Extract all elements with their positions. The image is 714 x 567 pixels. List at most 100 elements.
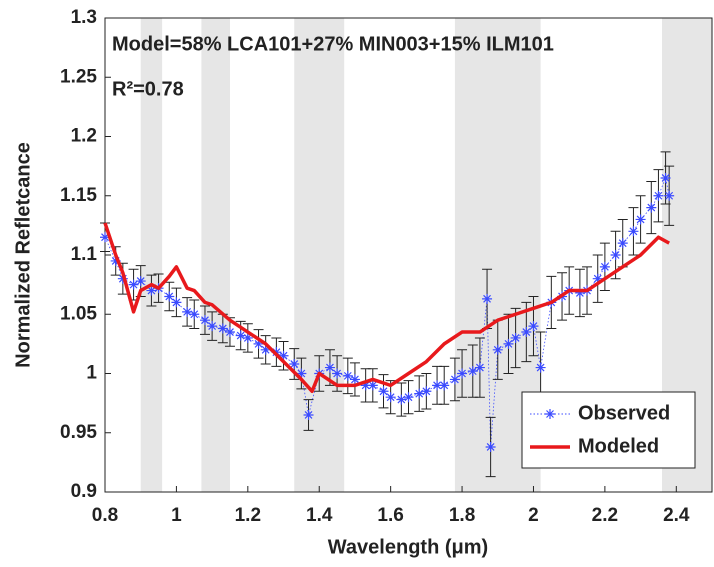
marker-shape bbox=[278, 350, 289, 361]
observed-point bbox=[646, 202, 657, 213]
marker-shape bbox=[385, 392, 396, 403]
observed-point bbox=[482, 293, 493, 304]
marker-shape bbox=[653, 190, 664, 201]
observed-point bbox=[653, 190, 664, 201]
marker-shape bbox=[171, 297, 182, 308]
observed-point bbox=[242, 332, 253, 343]
observed-point bbox=[474, 362, 485, 373]
observed-point bbox=[342, 370, 353, 381]
x-tick-label: 0.8 bbox=[92, 505, 118, 526]
observed-point bbox=[349, 374, 360, 385]
marker-shape bbox=[482, 293, 493, 304]
marker-shape bbox=[378, 386, 389, 397]
marker-shape bbox=[449, 374, 460, 385]
marker-shape bbox=[235, 330, 246, 341]
marker-shape bbox=[474, 362, 485, 373]
y-tick-label: 1 bbox=[86, 363, 97, 384]
marker-shape bbox=[128, 279, 139, 290]
observed-point bbox=[403, 392, 414, 403]
marker-shape bbox=[146, 285, 157, 296]
legend-box bbox=[521, 391, 696, 469]
marker-shape bbox=[610, 250, 621, 260]
marker-shape bbox=[592, 273, 603, 284]
observed-point bbox=[217, 323, 228, 334]
marker-shape bbox=[207, 321, 218, 332]
marker-shape bbox=[535, 362, 546, 373]
marker-shape bbox=[332, 368, 343, 379]
x-tick-label: 2 bbox=[528, 505, 539, 526]
observed-point bbox=[432, 380, 443, 391]
marker-shape bbox=[289, 359, 300, 370]
marker-shape bbox=[360, 380, 371, 391]
marker-shape bbox=[574, 287, 585, 298]
marker-shape bbox=[342, 370, 353, 381]
marker-shape bbox=[503, 338, 514, 349]
observed-point bbox=[128, 279, 139, 290]
marker-shape bbox=[521, 327, 532, 338]
observed-point bbox=[385, 392, 396, 403]
observed-point bbox=[289, 359, 300, 370]
observed-point bbox=[235, 330, 246, 341]
y-tick-label: 1.1 bbox=[71, 244, 98, 265]
observed-point bbox=[457, 368, 468, 379]
marker-shape bbox=[485, 441, 496, 452]
observed-point bbox=[303, 409, 314, 420]
observed-point bbox=[628, 226, 639, 237]
observed-point bbox=[367, 380, 378, 391]
observed-point bbox=[135, 276, 146, 287]
shaded-region bbox=[294, 18, 345, 492]
marker-shape bbox=[414, 388, 425, 399]
marker-shape bbox=[467, 366, 478, 377]
observed-point bbox=[510, 332, 521, 343]
x-tick-label: 2.4 bbox=[663, 505, 690, 526]
marker-shape bbox=[100, 232, 110, 243]
observed-point bbox=[635, 214, 646, 225]
x-tick-label: 1 bbox=[171, 505, 182, 526]
marker-shape bbox=[217, 323, 228, 334]
marker-shape bbox=[628, 226, 639, 237]
marker-shape bbox=[528, 321, 539, 332]
marker-shape bbox=[492, 344, 503, 355]
marker-shape bbox=[457, 368, 468, 379]
marker-shape bbox=[403, 392, 414, 403]
shaded-region bbox=[201, 18, 230, 492]
marker-shape bbox=[349, 374, 360, 385]
y-tick-label: 1.25 bbox=[60, 66, 97, 87]
observed-point bbox=[378, 386, 389, 397]
x-tick-label: 2.2 bbox=[592, 505, 618, 526]
observed-point bbox=[592, 273, 603, 284]
shaded-region bbox=[140, 18, 163, 492]
marker-shape bbox=[260, 344, 271, 355]
observed-point bbox=[253, 338, 264, 349]
marker-shape bbox=[110, 255, 121, 266]
marker-shape bbox=[421, 386, 432, 397]
observed-point bbox=[660, 172, 671, 183]
observed-point bbox=[100, 232, 110, 243]
y-tick-label: 0.9 bbox=[71, 481, 97, 502]
marker-shape bbox=[324, 362, 335, 373]
marker-shape bbox=[242, 332, 253, 343]
marker-shape bbox=[135, 276, 146, 287]
observed-point bbox=[278, 350, 289, 361]
marker-shape bbox=[664, 190, 675, 201]
observed-point bbox=[296, 368, 307, 379]
observed-point bbox=[503, 338, 514, 349]
modeled-line bbox=[103, 222, 670, 394]
observed-point bbox=[171, 297, 182, 308]
observed-point bbox=[207, 321, 218, 332]
marker-shape bbox=[199, 315, 210, 326]
observed-point bbox=[414, 388, 425, 399]
observed-point bbox=[260, 344, 271, 355]
legend-label: Modeled bbox=[578, 435, 659, 457]
x-tick-label: 1.8 bbox=[449, 505, 475, 526]
marker-shape bbox=[599, 261, 610, 272]
observed-point bbox=[574, 287, 585, 298]
observed-point bbox=[521, 327, 532, 338]
y-tick-label: 1.15 bbox=[60, 185, 97, 206]
plot-frame bbox=[104, 17, 713, 493]
x-tick-label: 1.4 bbox=[306, 505, 333, 526]
marker-shape bbox=[253, 338, 264, 349]
marker-shape bbox=[224, 327, 235, 338]
marker-shape bbox=[646, 202, 657, 213]
marker-shape bbox=[189, 309, 200, 320]
